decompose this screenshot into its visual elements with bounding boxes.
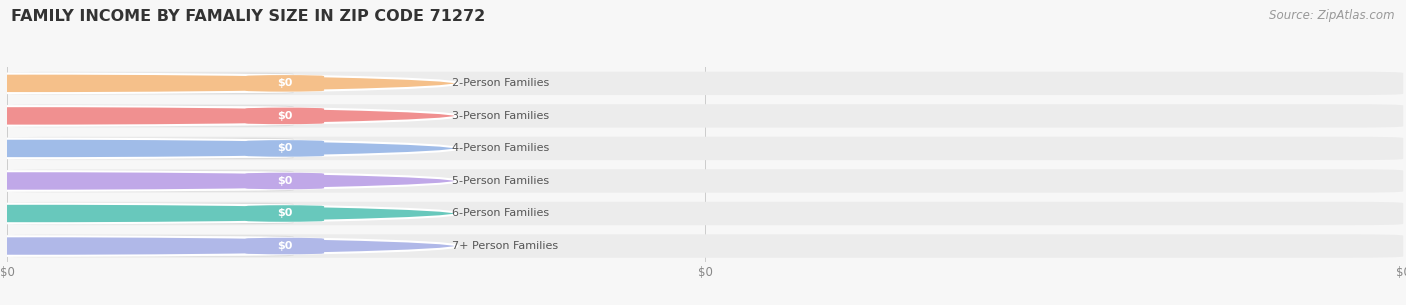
Text: 3-Person Families: 3-Person Families	[451, 111, 548, 121]
FancyBboxPatch shape	[246, 205, 325, 222]
FancyBboxPatch shape	[246, 75, 325, 92]
FancyBboxPatch shape	[246, 108, 325, 124]
Ellipse shape	[0, 171, 457, 191]
FancyBboxPatch shape	[7, 72, 1403, 95]
FancyBboxPatch shape	[7, 138, 294, 159]
Text: 4-Person Families: 4-Person Families	[451, 143, 550, 153]
FancyBboxPatch shape	[7, 171, 294, 191]
FancyBboxPatch shape	[7, 137, 1403, 160]
Text: $0: $0	[277, 111, 292, 121]
FancyBboxPatch shape	[7, 106, 294, 126]
Text: 5-Person Families: 5-Person Families	[451, 176, 548, 186]
Ellipse shape	[0, 139, 457, 158]
Ellipse shape	[0, 74, 457, 93]
FancyBboxPatch shape	[246, 140, 325, 157]
Text: Source: ZipAtlas.com: Source: ZipAtlas.com	[1270, 9, 1395, 22]
Text: 7+ Person Families: 7+ Person Families	[451, 241, 558, 251]
Text: $0: $0	[277, 176, 292, 186]
Ellipse shape	[0, 236, 457, 256]
Text: $0: $0	[277, 241, 292, 251]
FancyBboxPatch shape	[7, 73, 294, 94]
FancyBboxPatch shape	[7, 234, 1403, 258]
FancyBboxPatch shape	[7, 236, 294, 256]
FancyBboxPatch shape	[7, 169, 1403, 193]
Text: $0: $0	[277, 209, 292, 218]
FancyBboxPatch shape	[246, 173, 325, 189]
FancyBboxPatch shape	[7, 203, 294, 224]
Ellipse shape	[0, 204, 457, 223]
FancyBboxPatch shape	[246, 238, 325, 254]
Text: 2-Person Families: 2-Person Families	[451, 78, 550, 88]
Ellipse shape	[0, 106, 457, 126]
Text: FAMILY INCOME BY FAMALIY SIZE IN ZIP CODE 71272: FAMILY INCOME BY FAMALIY SIZE IN ZIP COD…	[11, 9, 485, 24]
FancyBboxPatch shape	[7, 104, 1403, 127]
Text: $0: $0	[277, 143, 292, 153]
Text: 6-Person Families: 6-Person Families	[451, 209, 548, 218]
Text: $0: $0	[277, 78, 292, 88]
FancyBboxPatch shape	[7, 202, 1403, 225]
